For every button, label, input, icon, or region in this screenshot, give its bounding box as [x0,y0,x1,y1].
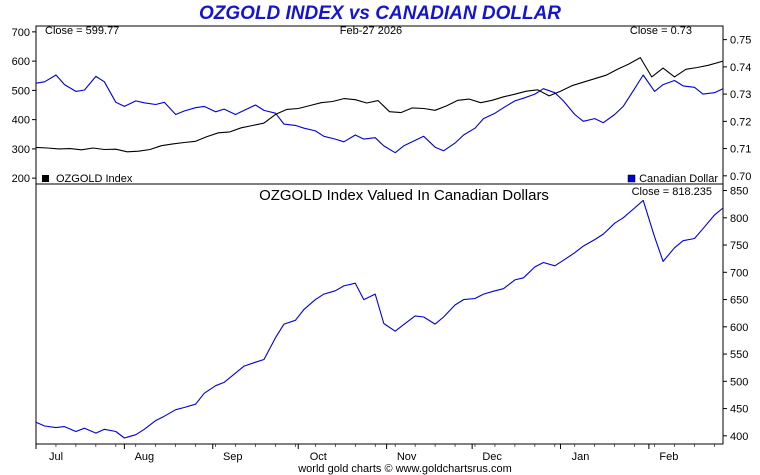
date-label: Feb-27 2026 [340,25,402,37]
top-right-axis-tick-label: 0.70 [730,171,751,183]
top-right-axis-tick-label: 0.74 [730,62,751,74]
top-right-axis-tick-label: 0.75 [730,35,751,47]
bottom-right-axis-tick-label: 650 [730,295,748,307]
bottom-right-axis: 850 800 750 700 650 600 550 500 450 400 [723,186,748,443]
x-axis-tick-label: Nov [397,451,417,463]
bottom-right-axis-tick-label: 800 [730,213,748,225]
x-axis-tick-label: Sep [223,451,243,463]
bottom-right-axis-tick-label: 500 [730,376,748,388]
top-left-axis-tick-label: 600 [12,56,30,68]
cad-dollar-line [35,74,724,154]
top-left-axis: 700 600 500 400 300 200 [12,27,36,185]
footer-credit: world gold charts © www.goldchartsrus.co… [297,463,512,475]
bottom-close-annotation: Close = 818.235 [632,186,712,198]
top-right-axis-tick-label: 0.72 [730,116,751,128]
x-axis-tick-label: Aug [135,451,155,463]
legend-label-ozgold: OZGOLD Index [56,173,133,185]
bottom-right-axis-tick-label: 850 [730,186,748,198]
x-axis-tick-label: Dec [482,451,502,463]
top-left-axis-tick-label: 700 [12,27,30,39]
ozgold-index-line [35,57,724,153]
top-right-axis-tick-label: 0.73 [730,89,751,101]
bottom-right-axis-tick-label: 450 [730,404,748,416]
legend-marker-ozgold [42,175,49,182]
top-left-axis-tick-label: 200 [12,173,30,185]
x-axis-tick-label: Jan [572,451,590,463]
bottom-chart-title: OZGOLD Index Valued In Canadian Dollars [259,187,549,204]
x-axis-tick-label: Jul [49,451,63,463]
bottom-right-axis-tick-label: 550 [730,349,748,361]
chart-title: OZGOLD INDEX vs CANADIAN DOLLAR [199,3,561,24]
top-left-axis-tick-label: 300 [12,144,30,156]
x-axis-tick-label: Feb [659,451,678,463]
top-left-axis-tick-label: 500 [12,85,30,97]
series-layer [35,57,724,439]
bottom-panel-frame [35,183,724,445]
bottom-right-axis-tick-label: 700 [730,267,748,279]
x-axis-tick-label: Oct [310,451,327,463]
top-panel-frame [35,25,724,185]
top-right-axis-tick-label: 0.71 [730,144,751,156]
bottom-right-axis-tick-label: 600 [730,322,748,334]
legend-label-cad: Canadian Dollar [639,173,718,185]
left-close-annotation: Close = 599.77 [45,25,119,37]
bottom-right-axis-tick-label: 400 [730,431,748,443]
top-left-axis-tick-label: 400 [12,115,30,127]
right-close-annotation: Close = 0.73 [630,25,692,37]
legend-marker-cad [627,174,636,183]
ozgold-in-cad-line [35,199,724,439]
bottom-right-axis-tick-label: 750 [730,240,748,252]
top-right-axis: 0.75 0.74 0.73 0.72 0.71 0.70 [723,35,751,183]
x-axis: Jul Aug Sep Oct Nov Dec Jan Feb [35,444,715,463]
